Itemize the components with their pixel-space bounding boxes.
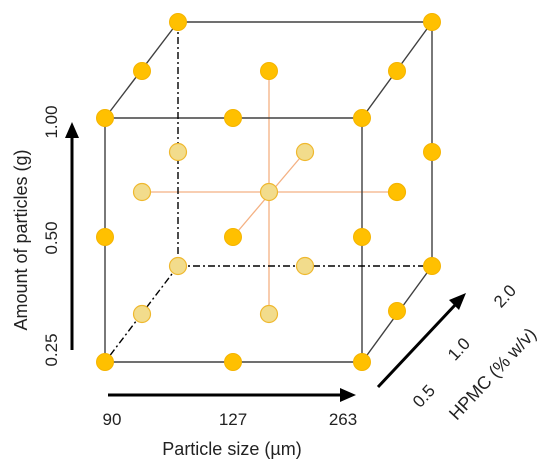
- inner-design-point: [295, 256, 315, 276]
- design-point: [423, 257, 441, 275]
- inner-design-point: [132, 182, 152, 202]
- design-point: [260, 62, 278, 80]
- design-point: [387, 182, 407, 202]
- y-axis-title: Amount of particles (g): [11, 149, 31, 330]
- z-tick-label: 2.0: [490, 281, 520, 311]
- x-tick-label: 90: [103, 410, 122, 429]
- design-point: [224, 228, 242, 246]
- x-tick-label: 263: [329, 410, 357, 429]
- y-axis-arrowhead: [65, 122, 79, 138]
- design-point: [224, 109, 242, 127]
- design-point: [96, 353, 114, 371]
- axis-arrows: [65, 122, 466, 402]
- design-points: [96, 13, 441, 371]
- y-tick-label: 0.25: [42, 333, 61, 366]
- z-tick-label: 0.5: [409, 381, 439, 411]
- design-point: [388, 302, 406, 320]
- inner-design-point: [259, 182, 279, 202]
- design-point: [423, 143, 441, 161]
- x-tick-label: 127: [219, 410, 247, 429]
- y-tick-label: 0.50: [42, 221, 61, 254]
- inner-design-point: [259, 304, 279, 324]
- inner-design-point: [168, 142, 188, 162]
- inner-design-point: [132, 304, 152, 324]
- design-point: [224, 353, 242, 371]
- x-axis-title: Particle size (µm): [162, 439, 301, 459]
- z-axis-arrow: [376, 302, 458, 389]
- z-tick-label: 1.0: [444, 334, 474, 364]
- y-tick-label: 1.00: [42, 105, 61, 138]
- z-axis-arrowhead: [449, 293, 466, 310]
- inner-design-point: [168, 256, 188, 276]
- design-point: [96, 109, 114, 127]
- design-point: [133, 62, 151, 80]
- design-point: [169, 13, 187, 31]
- design-point: [423, 13, 441, 31]
- design-point: [353, 228, 371, 246]
- inner-design-point: [295, 142, 315, 162]
- design-point: [353, 109, 371, 127]
- design-point: [96, 228, 114, 246]
- x-axis-arrowhead: [340, 388, 356, 402]
- design-point: [388, 62, 406, 80]
- design-point: [353, 353, 371, 371]
